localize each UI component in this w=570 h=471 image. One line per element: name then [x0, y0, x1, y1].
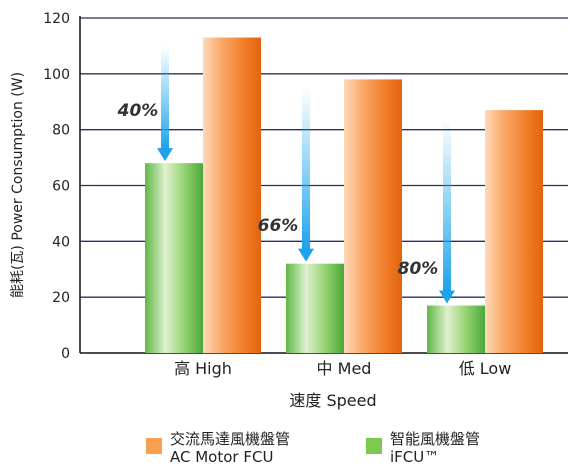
y-tick-label: 100	[43, 67, 70, 83]
bar-ac-motor	[203, 37, 261, 354]
bar-ifcu	[427, 305, 485, 353]
y-tick-label: 60	[52, 179, 70, 195]
legend-label-ifcu-en: iFCU™	[390, 448, 440, 466]
chart-labels: 0 20 40 60 80 100 120 高 High 中 Med 低 Low 40% 66% 80%…	[10, 11, 511, 410]
bar-ac-motor	[485, 110, 543, 353]
power-consumption-chart: 0 20 40 60 80 100 120 高 High 中 Med 低 Low 40% 66% 80%…	[10, 11, 568, 410]
y-tick-label: 40	[52, 234, 70, 250]
savings-annotation: 66%	[258, 216, 299, 236]
legend-label-ac-motor-en: AC Motor FCU	[170, 448, 274, 466]
legend-swatch-ac-motor	[146, 438, 162, 454]
savings-annotation: 80%	[398, 259, 439, 279]
legend-swatch-ifcu	[366, 438, 382, 454]
bars	[145, 37, 543, 354]
bar-ifcu	[145, 163, 203, 353]
reduction-arrow-shaft	[443, 118, 451, 292]
reduction-arrow-head	[439, 290, 455, 304]
x-axis-title: 速度 Speed	[289, 391, 376, 410]
x-tick-label: 中 Med	[317, 359, 372, 378]
bar-ac-motor	[344, 79, 402, 354]
y-axis-title: 能耗(瓦) Power Consumption (W)	[10, 72, 26, 298]
reduction-arrow-shaft	[302, 87, 310, 250]
legend-item-ifcu: 智能風機盤管 iFCU™	[366, 430, 480, 466]
reduction-arrow-shaft	[161, 45, 169, 150]
reduction-arrow-head	[157, 148, 173, 162]
savings-annotation: 40%	[117, 101, 159, 121]
x-tick-label: 低 Low	[459, 359, 512, 378]
y-tick-label: 0	[61, 346, 70, 362]
legend-item-ac-motor: 交流馬達風機盤管 AC Motor FCU	[146, 430, 290, 466]
y-tick-label: 120	[43, 11, 70, 27]
x-tick-label: 高 High	[174, 359, 232, 378]
legend-label-ifcu-zh: 智能風機盤管	[390, 430, 481, 448]
bar-ifcu	[286, 263, 344, 353]
y-tick-label: 80	[52, 123, 70, 139]
reduction-arrow-head	[298, 248, 314, 262]
y-tick-label: 20	[52, 290, 70, 306]
reduction-arrows	[157, 45, 455, 304]
legend-label-ac-motor-zh: 交流馬達風機盤管	[170, 430, 291, 448]
